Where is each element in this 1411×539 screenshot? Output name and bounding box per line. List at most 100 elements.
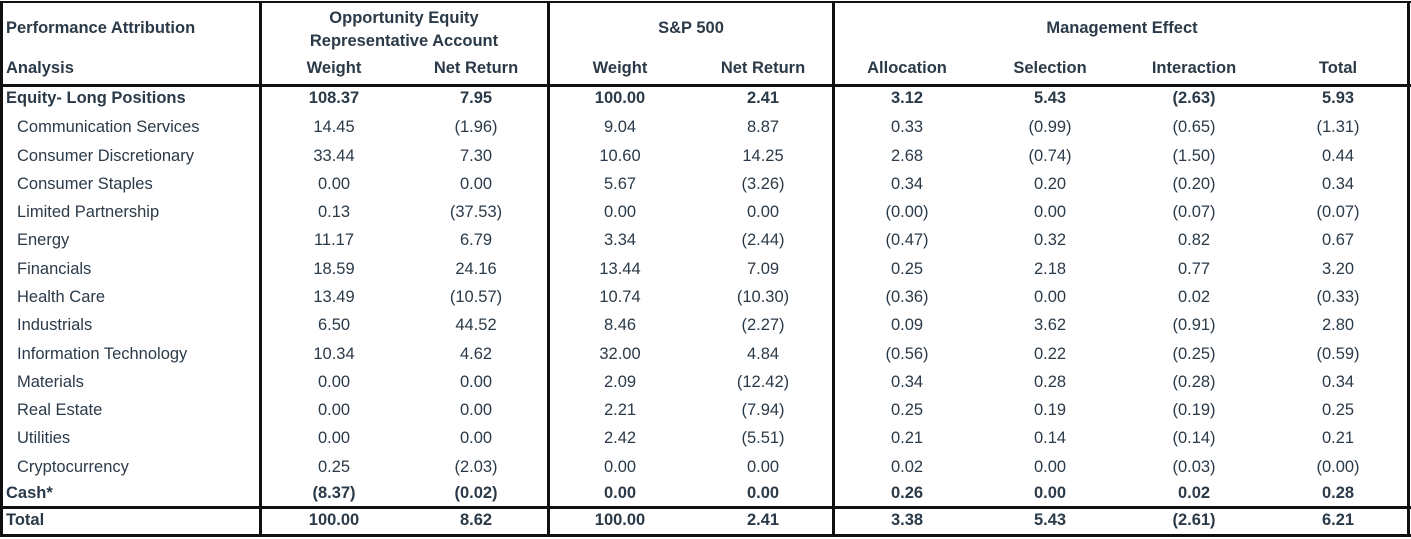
- cell-benchmark-weight: 10.74: [599, 288, 641, 306]
- table-divider-benchmark: [547, 1, 550, 537]
- header-analysis-line2: Analysis: [6, 59, 74, 77]
- cell-allocation: 2.68: [890, 147, 924, 165]
- cell-allocation: 3.38: [890, 511, 924, 529]
- cell-portfolio-weight: 18.59: [313, 260, 355, 278]
- cell-selection: 0.00: [1033, 288, 1067, 306]
- cell-total: 3.20: [1321, 260, 1355, 278]
- cell-allocation: 0.09: [890, 316, 924, 334]
- cell-selection: 0.14: [1033, 429, 1067, 447]
- table-border-bottom: [0, 534, 1411, 537]
- cell-portfolio-net-return: (1.96): [454, 118, 498, 136]
- cell-portfolio-net-return: 7.30: [459, 147, 493, 165]
- cell-interaction: 0.02: [1177, 484, 1211, 502]
- cell-benchmark-net-return: (3.26): [741, 175, 785, 193]
- row-label: Information Technology: [17, 345, 188, 363]
- cell-portfolio-net-return: 24.16: [455, 260, 497, 278]
- cell-portfolio-net-return: 0.00: [459, 373, 493, 391]
- row-label: Equity- Long Positions: [6, 89, 186, 107]
- cell-interaction: (2.61): [1172, 511, 1216, 529]
- cell-selection: 0.28: [1033, 373, 1067, 391]
- cell-selection: 5.43: [1033, 89, 1067, 107]
- header-portfolio-line1: Opportunity Equity: [329, 9, 479, 27]
- cell-portfolio-net-return: (2.03): [454, 458, 498, 476]
- header-benchmark-net-return: Net Return: [720, 59, 806, 77]
- cell-portfolio-net-return: 0.00: [459, 175, 493, 193]
- cell-total: (0.00): [1316, 458, 1360, 476]
- cell-portfolio-weight: (8.37): [312, 484, 356, 502]
- cell-benchmark-weight: 0.00: [603, 458, 637, 476]
- cell-allocation: 0.21: [890, 429, 924, 447]
- cell-benchmark-net-return: 0.00: [746, 203, 780, 221]
- cell-interaction: (0.07): [1172, 203, 1216, 221]
- cell-portfolio-weight: 108.37: [308, 89, 360, 107]
- cell-portfolio-weight: 10.34: [313, 345, 355, 363]
- cell-allocation: 0.34: [890, 373, 924, 391]
- cell-portfolio-net-return: 0.00: [459, 401, 493, 419]
- cell-selection: 0.22: [1033, 345, 1067, 363]
- cell-benchmark-weight: 2.09: [603, 373, 637, 391]
- cell-interaction: (0.65): [1172, 118, 1216, 136]
- cell-portfolio-net-return: 6.79: [459, 231, 493, 249]
- cell-portfolio-weight: 0.00: [317, 429, 351, 447]
- cell-benchmark-weight: 100.00: [594, 89, 646, 107]
- row-label: Consumer Staples: [17, 175, 153, 193]
- header-benchmark-weight: Weight: [592, 59, 648, 77]
- cell-portfolio-weight: 0.00: [317, 175, 351, 193]
- cell-benchmark-net-return: (5.51): [741, 429, 785, 447]
- header-bottom-rule: [0, 84, 1411, 87]
- cell-portfolio-weight: 0.00: [317, 373, 351, 391]
- cell-total: (0.33): [1316, 288, 1360, 306]
- cell-total: 0.34: [1321, 175, 1355, 193]
- cell-benchmark-weight: 100.00: [594, 511, 646, 529]
- cell-interaction: 0.82: [1177, 231, 1211, 249]
- cell-benchmark-net-return: 0.00: [746, 458, 780, 476]
- cell-benchmark-weight: 8.46: [603, 316, 637, 334]
- cell-allocation: 0.34: [890, 175, 924, 193]
- cell-portfolio-weight: 33.44: [313, 147, 355, 165]
- cell-interaction: 0.77: [1177, 260, 1211, 278]
- cell-allocation: 0.25: [890, 260, 924, 278]
- cell-portfolio-net-return: 0.00: [459, 429, 493, 447]
- cell-benchmark-net-return: 2.41: [746, 511, 780, 529]
- row-label: Cash*: [6, 484, 53, 502]
- cell-portfolio-weight: 14.45: [313, 118, 355, 136]
- cell-allocation: 0.02: [890, 458, 924, 476]
- cell-interaction: (0.91): [1172, 316, 1216, 334]
- cell-benchmark-weight: 13.44: [599, 260, 641, 278]
- cell-total: (1.31): [1316, 118, 1360, 136]
- header-allocation: Allocation: [867, 59, 947, 77]
- cell-portfolio-weight: 100.00: [308, 511, 360, 529]
- cell-selection: 5.43: [1033, 511, 1067, 529]
- cell-portfolio-weight: 0.00: [317, 401, 351, 419]
- cell-allocation: 0.25: [890, 401, 924, 419]
- row-label: Real Estate: [17, 401, 103, 419]
- table-border-left: [0, 1, 3, 537]
- cell-total: 0.67: [1321, 231, 1355, 249]
- cell-benchmark-net-return: (7.94): [741, 401, 785, 419]
- cell-benchmark-weight: 2.21: [603, 401, 637, 419]
- header-analysis-line1: Performance Attribution: [6, 19, 196, 37]
- cell-selection: (0.74): [1028, 147, 1072, 165]
- cell-benchmark-net-return: (12.42): [736, 373, 790, 391]
- cell-interaction: (0.19): [1172, 401, 1216, 419]
- cell-selection: 0.00: [1033, 458, 1067, 476]
- cell-portfolio-weight: 6.50: [317, 316, 351, 334]
- cell-selection: 0.00: [1033, 484, 1067, 502]
- row-label: Total: [6, 511, 45, 529]
- cell-allocation: (0.47): [885, 231, 929, 249]
- cell-selection: 2.18: [1033, 260, 1067, 278]
- cell-interaction: (0.20): [1172, 175, 1216, 193]
- row-label: Consumer Discretionary: [17, 147, 194, 165]
- cell-portfolio-net-return: 4.62: [459, 345, 493, 363]
- cell-interaction: (0.28): [1172, 373, 1216, 391]
- cell-interaction: (0.03): [1172, 458, 1216, 476]
- cell-benchmark-weight: 5.67: [603, 175, 637, 193]
- cell-selection: 0.00: [1033, 203, 1067, 221]
- cell-benchmark-weight: 2.42: [603, 429, 637, 447]
- cell-selection: 3.62: [1033, 316, 1067, 334]
- row-label: Energy: [17, 231, 70, 249]
- cell-portfolio-net-return: 44.52: [455, 316, 497, 334]
- cell-total: 0.25: [1321, 401, 1355, 419]
- cell-allocation: (0.00): [885, 203, 929, 221]
